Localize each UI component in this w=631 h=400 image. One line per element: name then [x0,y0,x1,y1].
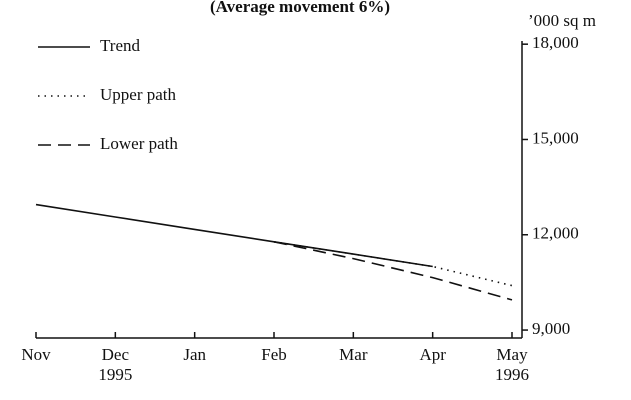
series-line [273,241,513,287]
x-tick-sublabel: 1996 [495,365,529,384]
y-tick-label: 12,000 [532,224,579,243]
x-tick-label: Feb [261,345,287,364]
x-tick-label: Apr [419,345,446,364]
legend-label: Upper path [100,85,177,104]
series-line [273,241,513,301]
legend-label: Lower path [100,134,178,153]
x-tick-label: Nov [21,345,51,364]
y-tick-label: 18,000 [532,33,579,52]
x-tick-label: Dec [102,345,130,364]
series-line [35,203,433,268]
legend-label: Trend [100,36,140,55]
x-tick-sublabel: 1995 [98,365,132,384]
y-tick-label: 9,000 [532,319,570,338]
x-tick-label: Mar [339,345,368,364]
chart-title: (Average movement 6%) [210,0,390,16]
y-tick-label: 15,000 [532,128,579,147]
x-tick-label: Jan [183,345,206,364]
x-tick-label: May [496,345,528,364]
y-axis-label: ’000 sq m [528,11,596,30]
